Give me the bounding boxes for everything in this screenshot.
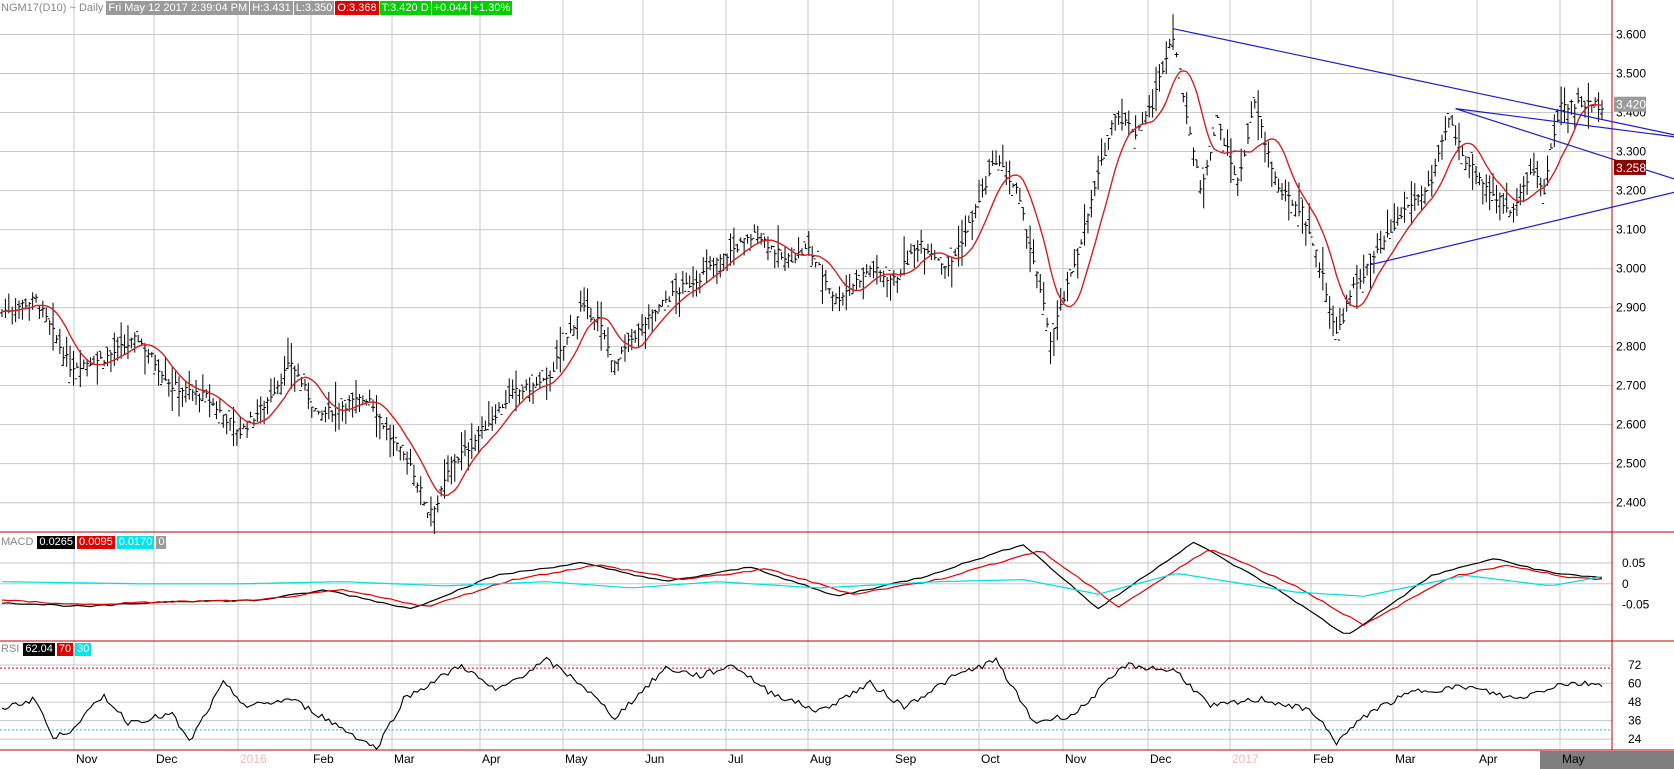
- macd-axis: 0.05 0 -0.05: [1622, 556, 1650, 612]
- rsi-series-line: [1, 656, 1603, 750]
- rsi-tick-label: 48: [1628, 695, 1642, 709]
- rsi-tick-label: 72: [1628, 658, 1642, 672]
- trendline: [1370, 191, 1674, 266]
- last-price-badge-text: 3.420: [1616, 98, 1646, 112]
- trendline: [1455, 108, 1674, 180]
- time-tick-label: Nov: [76, 752, 97, 766]
- high-badge: H:3.431: [250, 1, 293, 15]
- price-tick-label: 3.600: [1616, 28, 1646, 42]
- price-tick-label: 3.200: [1616, 184, 1646, 198]
- low-badge: L:3.350: [293, 1, 335, 15]
- time-tick-label: 2017: [1232, 752, 1259, 766]
- rsi-tick-label: 36: [1628, 714, 1642, 728]
- time-tick-label: Nov: [1065, 752, 1086, 766]
- last-badge: T:3.420 D: [379, 1, 431, 15]
- rsi-axis: 72 60 48 36 24: [1628, 658, 1642, 746]
- ma-badge-text: 3.258: [1616, 161, 1646, 175]
- time-tick-label: Feb: [313, 752, 334, 766]
- datetime-badge: Fri May 12 2017 2:39:04 PM: [106, 1, 250, 15]
- macd-header: MACD 0.0265 0.0095 0.0170 0: [0, 536, 168, 549]
- macd-tick-label: 0.05: [1622, 556, 1646, 570]
- price-tick-label: 2.800: [1616, 340, 1646, 354]
- macd-tick-label: 0: [1622, 577, 1629, 591]
- time-tick-label: Jul: [728, 752, 743, 766]
- price-tick-label: 3.500: [1616, 67, 1646, 81]
- price-tick-label: 3.300: [1616, 145, 1646, 159]
- time-tick-label: Dec: [156, 752, 177, 766]
- trendline: [1455, 108, 1674, 138]
- change-pct-badge: +1.30%: [470, 1, 513, 15]
- time-tick-label: Mar: [394, 752, 415, 766]
- last-price-badge-bg: [1614, 96, 1646, 112]
- time-tick-label: Oct: [981, 752, 1000, 766]
- macd-label: MACD: [1, 536, 34, 548]
- macd-signal-value: 0.0095: [77, 536, 115, 549]
- open-badge: O:3.368: [335, 1, 379, 15]
- rsi-lower-value: 30: [75, 643, 92, 656]
- macd-series-macd: [1, 541, 1603, 634]
- rsi-upper-value: 70: [56, 643, 74, 656]
- time-tick-label: May: [565, 752, 588, 766]
- rsi-header: RSI 62.04 70 30: [0, 643, 93, 656]
- rsi-value: 62.04: [23, 643, 55, 656]
- time-tick-label: 2016: [240, 752, 267, 766]
- macd-series-signal: [1, 549, 1603, 627]
- macd-lines: [1, 541, 1603, 634]
- change-badge: +0.044: [431, 1, 470, 15]
- time-tick-label: Apr: [482, 752, 501, 766]
- macd-extra-value: 0: [156, 536, 167, 549]
- price-badges: 3.420 3.258: [1614, 96, 1646, 175]
- chart-header: NGM17(D10) ~ Daily Fri May 12 2017 2:39:…: [0, 1, 513, 15]
- time-tick-label: Feb: [1313, 752, 1334, 766]
- time-axis: Nov Dec 2016 Feb Mar Apr May Jun Jul Aug Sep Oct Nov…: [76, 751, 1674, 769]
- time-tick-label: May: [1562, 752, 1585, 766]
- price-tick-label: 2.600: [1616, 418, 1646, 432]
- rsi-tick-label: 24: [1628, 732, 1642, 746]
- price-axis: 3.6003.5003.4003.3003.2003.1003.0002.900…: [1616, 28, 1646, 510]
- price-tick-label: 3.100: [1616, 223, 1646, 237]
- time-tick-label: Dec: [1150, 752, 1171, 766]
- time-tick-label: Mar: [1395, 752, 1416, 766]
- price-tick-label: 2.900: [1616, 301, 1646, 315]
- rsi-tick-label: 60: [1628, 677, 1642, 691]
- ma-badge-bg: [1614, 159, 1646, 175]
- time-tick-label: Sep: [895, 752, 917, 766]
- time-axis-highlight: [1540, 751, 1674, 769]
- chart-grid: [0, 0, 1612, 750]
- macd-hist-value: 0.0170: [116, 536, 155, 549]
- price-tick-label: 3.000: [1616, 262, 1646, 276]
- time-tick-label: Apr: [1479, 752, 1498, 766]
- time-tick-label: Aug: [810, 752, 831, 766]
- symbol-label: NGM17(D10) ~ Daily: [1, 2, 104, 14]
- macd-tick-label: -0.05: [1622, 598, 1650, 612]
- price-tick-label: 2.500: [1616, 457, 1646, 471]
- macd-value: 0.0265: [37, 536, 76, 549]
- price-tick-label: 2.400: [1616, 496, 1646, 510]
- panel-separators: [0, 0, 1674, 751]
- trendlines: [1172, 28, 1674, 266]
- trendline: [1172, 28, 1674, 136]
- rsi-label: RSI: [1, 643, 20, 655]
- price-tick-label: 2.700: [1616, 379, 1646, 393]
- rsi-lines: [0, 656, 1612, 750]
- price-ohlc-bars: [0, 14, 1604, 535]
- time-tick-label: Jun: [645, 752, 664, 766]
- macd-series-histogram: [1, 573, 1603, 597]
- moving-average-line: [1, 70, 1602, 497]
